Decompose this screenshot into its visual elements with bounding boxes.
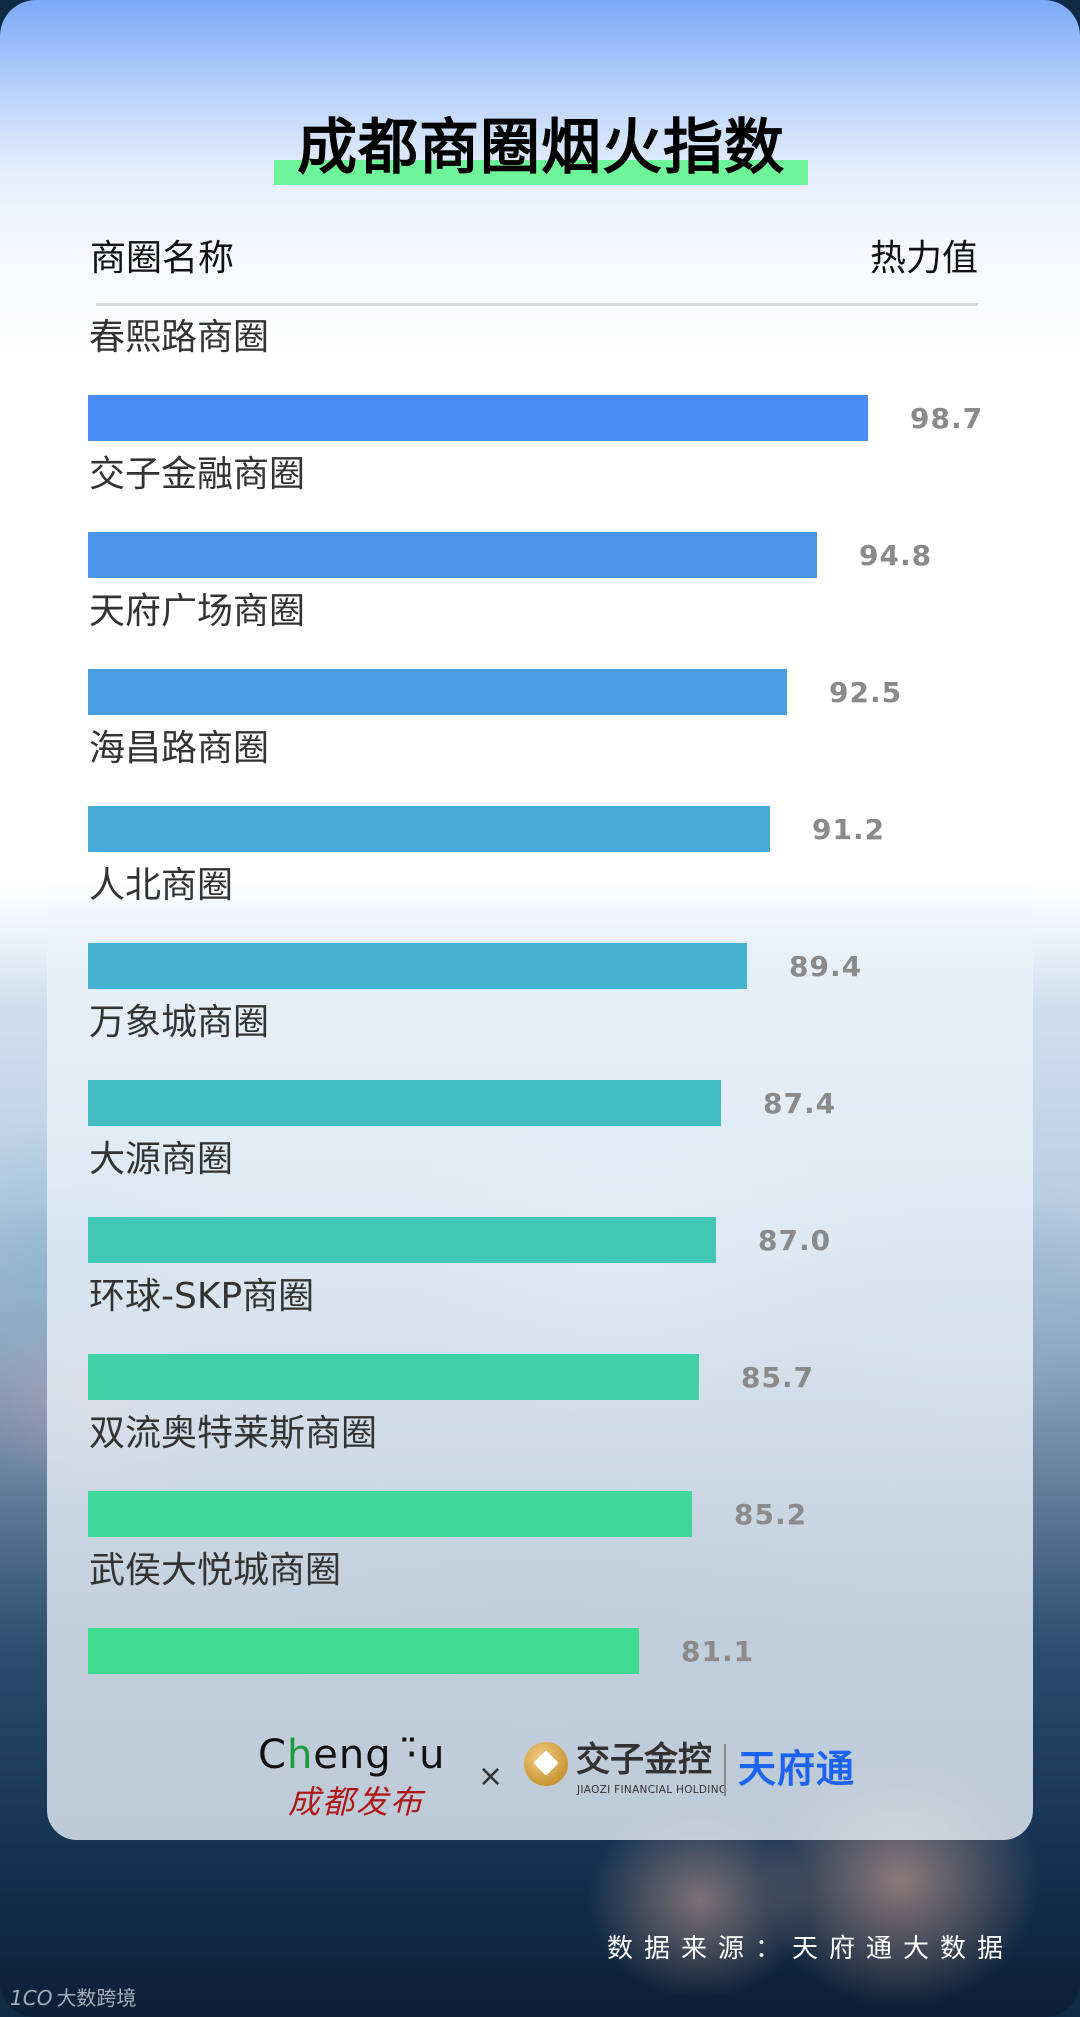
bar-label: 交子金融商圈 xyxy=(89,454,306,495)
watermark-text: 大数跨境 xyxy=(56,1986,137,2010)
bar-row: 大源商圈 87.0 xyxy=(0,1137,1080,1274)
bar-label: 春熙路商圈 xyxy=(89,317,270,358)
bar-label: 武侯大悦城商圈 xyxy=(89,1550,342,1591)
page-title: 成都商圈烟火指数 xyxy=(297,113,785,183)
logo-text: C xyxy=(258,1732,287,1778)
bar xyxy=(88,1354,699,1400)
logo-text: eng ·̈u xyxy=(313,1732,446,1778)
bar-value: 92.5 xyxy=(829,676,903,709)
watermark: 1CO 大数跨境 xyxy=(10,1986,136,2010)
chengdu-release-cn: 成都发布 xyxy=(288,1783,425,1821)
bar-label: 万象城商圈 xyxy=(89,1002,270,1043)
bar xyxy=(88,943,747,989)
bar xyxy=(88,1491,692,1537)
bar-row: 双流奥特莱斯商圈 85.2 xyxy=(0,1411,1080,1548)
bar-label: 双流奥特莱斯商圈 xyxy=(89,1413,378,1454)
bar-label: 天府广场商圈 xyxy=(89,591,306,632)
bar xyxy=(88,806,770,852)
bar-value: 85.2 xyxy=(734,1498,808,1531)
partner-logos: Cheng ·̈u 成都发布 × 交子金控 JIAOZI FINANCIAL H… xyxy=(0,1720,1080,1830)
bar-row: 交子金融商圈 94.8 xyxy=(0,452,1080,589)
bar xyxy=(88,669,787,715)
bar xyxy=(88,395,868,441)
bar-value: 87.0 xyxy=(758,1224,832,1257)
jiaozi-emblem-icon xyxy=(524,1742,568,1786)
jiaozi-logo-subtitle: JIAOZI FINANCIAL HOLDING xyxy=(577,1784,728,1796)
logo-text: h xyxy=(286,1732,314,1778)
column-header-value: 热力值 xyxy=(869,238,978,279)
bar-label: 人北商圈 xyxy=(89,865,234,906)
bar-label: 环球-SKP商圈 xyxy=(89,1276,315,1317)
bar xyxy=(88,1628,639,1674)
bar-label: 大源商圈 xyxy=(89,1139,234,1180)
watermark-logo-icon: 1CO xyxy=(10,1986,53,2010)
bar-value: 89.4 xyxy=(789,950,863,983)
bar-value: 98.7 xyxy=(910,402,984,435)
jiaozi-logo-name: 交子金控 xyxy=(576,1740,712,1780)
chengdu-release-logo: Cheng ·̈u 成都发布 xyxy=(258,1730,458,1830)
bar-row: 武侯大悦城商圈 81.1 xyxy=(0,1548,1080,1685)
bar-value: 85.7 xyxy=(741,1361,815,1394)
column-header-name: 商圈名称 xyxy=(90,238,235,279)
bar-label: 海昌路商圈 xyxy=(89,728,270,769)
bar-row: 海昌路商圈 91.2 xyxy=(0,726,1080,863)
bar-row: 春熙路商圈 98.7 xyxy=(0,315,1080,452)
data-source-note: 数据来源：天府通大数据 xyxy=(606,1934,1014,1964)
bar-value: 94.8 xyxy=(859,539,933,572)
bar-row: 万象城商圈 87.4 xyxy=(0,1000,1080,1137)
title-highlight xyxy=(274,160,808,185)
times-icon: × xyxy=(478,1759,504,1794)
title-block: 成都商圈烟火指数 xyxy=(274,112,808,188)
logo-divider xyxy=(724,1744,726,1796)
header-divider xyxy=(96,303,978,306)
tianfutong-logo: 天府通 xyxy=(738,1747,856,1791)
bar xyxy=(88,1080,721,1126)
bar-value: 87.4 xyxy=(763,1087,837,1120)
bar xyxy=(88,532,817,578)
bar-value: 81.1 xyxy=(681,1635,755,1668)
bar xyxy=(88,1217,716,1263)
bar-value: 91.2 xyxy=(812,813,886,846)
bar-row: 环球-SKP商圈 85.7 xyxy=(0,1274,1080,1411)
bar-row: 天府广场商圈 92.5 xyxy=(0,589,1080,726)
bar-row: 人北商圈 89.4 xyxy=(0,863,1080,1000)
